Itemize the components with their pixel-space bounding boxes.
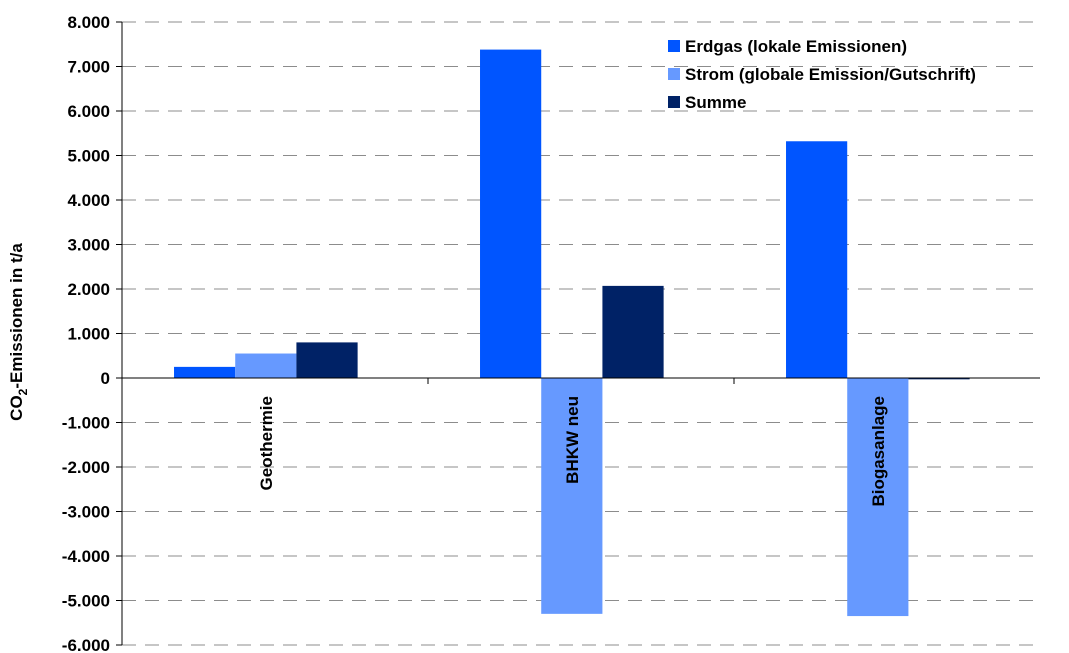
bar xyxy=(480,49,542,379)
bar xyxy=(908,378,970,380)
legend-swatch xyxy=(668,68,680,80)
category-label: Biogasanlage xyxy=(869,396,888,507)
y-tick-label: 6.000 xyxy=(67,102,110,121)
bar xyxy=(602,285,664,378)
y-tick-label: -3.000 xyxy=(62,503,110,522)
bar xyxy=(174,366,236,378)
y-tick-label: 8.000 xyxy=(67,13,110,32)
y-tick-label: -4.000 xyxy=(62,547,110,566)
category-label: Geothermie xyxy=(257,396,276,490)
y-tick-label: 2.000 xyxy=(67,280,110,299)
category-labels: Geothermie BHKW neu Biogasanlage xyxy=(257,396,888,507)
bar xyxy=(541,378,603,614)
legend-label: Summe xyxy=(685,93,746,112)
y-tick-label: 7.000 xyxy=(67,58,110,77)
y-axis-title: CO2-Emissionen in t/a xyxy=(7,243,30,421)
y-tick-label: -2.000 xyxy=(62,458,110,477)
legend-swatch xyxy=(668,40,680,52)
y-tick-label: -1.000 xyxy=(62,414,110,433)
legend-label: Erdgas (lokale Emissionen) xyxy=(685,37,907,56)
y-tick-label: 5.000 xyxy=(67,147,110,166)
bar xyxy=(786,141,848,378)
y-tick-label: -5.000 xyxy=(62,592,110,611)
bar xyxy=(235,353,297,378)
legend-label: Strom (globale Emission/Gutschrift) xyxy=(685,65,976,84)
axes xyxy=(116,21,1040,646)
legend-swatch xyxy=(668,96,680,108)
y-tick-label: -6.000 xyxy=(62,636,110,653)
bars xyxy=(174,49,970,617)
y-tick-label: 3.000 xyxy=(67,236,110,255)
y-tick-label: 1.000 xyxy=(67,325,110,344)
category-label: BHKW neu xyxy=(563,396,582,484)
legend: Erdgas (lokale Emissionen) Strom (globale… xyxy=(668,37,976,112)
y-tick-label: 0 xyxy=(101,369,110,388)
bar xyxy=(296,342,358,378)
y-tick-labels: 8.000 7.000 6.000 5.000 4.000 3.000 2.000 1.000… xyxy=(62,13,110,653)
bar xyxy=(847,378,909,617)
y-tick-label: 4.000 xyxy=(67,191,110,210)
